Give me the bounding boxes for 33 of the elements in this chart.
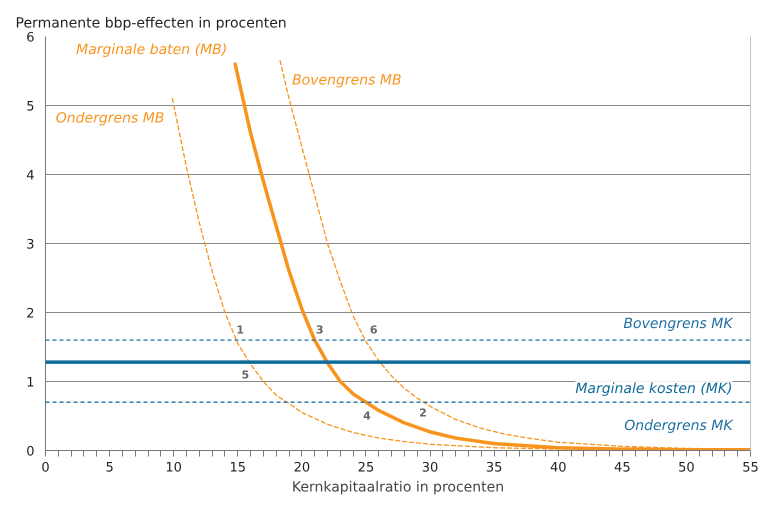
annotation: 3 [316, 324, 324, 337]
x-tick-label: 10 [165, 460, 182, 476]
y-tick-label: 3 [26, 238, 35, 252]
y-tick-label: 0 [26, 444, 35, 460]
x-axis-title: Kernkapitaalratio in procenten [292, 480, 504, 496]
x-tick-label: 15 [230, 460, 246, 476]
x-tick-label: 35 [486, 460, 502, 476]
annotation: 4 [363, 410, 372, 423]
series-label: Marginale baten (MB) [76, 42, 228, 58]
x-tick-label: 45 [614, 460, 631, 476]
x-tick-label: 0 [41, 460, 50, 476]
x-tick-label: 50 [678, 460, 695, 476]
y-tick-label: 6 [26, 30, 35, 46]
y-tick-label: 2 [26, 306, 35, 322]
x-tick-label: 30 [422, 460, 438, 476]
x-tick-label: 5 [105, 460, 114, 476]
annotation: 6 [370, 324, 378, 337]
x-tick-label: 55 [742, 460, 759, 476]
series-label: Ondergrens MB [56, 110, 164, 127]
y-tick-label: 1 [26, 376, 35, 390]
series-label: Bovengrens MB [292, 72, 402, 89]
y-axis-title: Permanente bbp-effecten in procenten [16, 16, 287, 32]
y-tick-label: 4 [26, 168, 35, 184]
ref-line-label: Marginale kosten (MK) [575, 381, 732, 398]
y-tick-label: 5 [26, 100, 35, 114]
ref-line-label: Bovengrens MK [623, 316, 734, 332]
annotation: 1 [236, 324, 244, 337]
annotation: 5 [241, 368, 250, 382]
x-tick-label: 40 [550, 460, 567, 476]
annotation: 2 [419, 406, 427, 420]
x-tick-label: 20 [294, 460, 310, 476]
x-tick-label: 25 [358, 460, 374, 476]
ref-line-label: Ondergrens MK [624, 418, 734, 434]
